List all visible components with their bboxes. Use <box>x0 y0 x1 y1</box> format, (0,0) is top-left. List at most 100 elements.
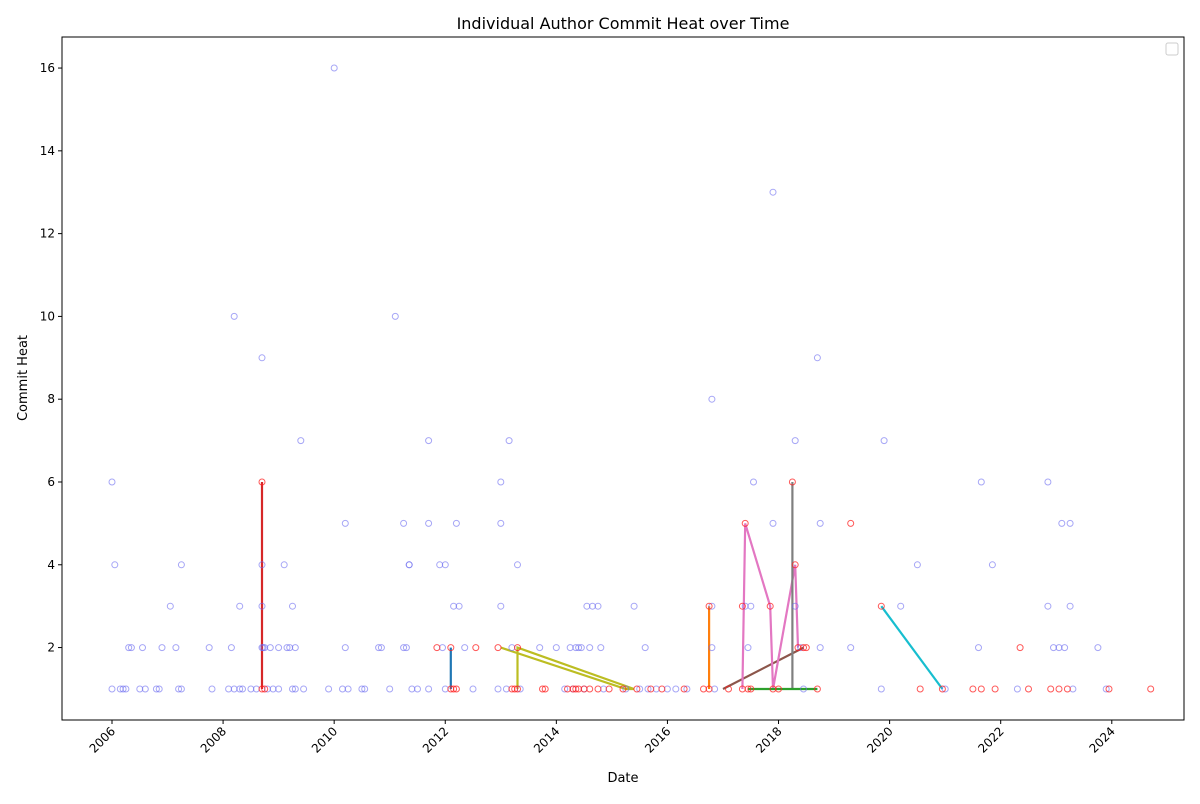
blue-point-122 <box>769 188 777 196</box>
blue-point-114 <box>708 395 716 403</box>
blue-point-48 <box>297 437 305 445</box>
red-point-57 <box>1055 685 1063 693</box>
blue-point-107 <box>636 685 644 693</box>
blue-point-91 <box>552 644 560 652</box>
blue-point-71 <box>425 685 433 693</box>
blue-point-106 <box>630 602 638 610</box>
blue-point-127 <box>800 685 807 693</box>
blue-point-96 <box>575 644 583 652</box>
blue-point-140 <box>1013 685 1021 693</box>
blue-point-151 <box>1102 685 1110 693</box>
blue-point-1 <box>111 561 119 569</box>
red-point-26 <box>647 685 655 693</box>
y-tick-label: 16 <box>40 61 55 75</box>
blue-point-47 <box>291 644 299 652</box>
blue-point-23 <box>230 312 238 320</box>
red-point-32 <box>725 685 732 693</box>
red-point-34 <box>741 519 749 527</box>
blue-point-42 <box>283 644 291 652</box>
red-point-15 <box>541 685 549 693</box>
blue-point-5 <box>122 685 130 693</box>
author-series-line-8 <box>880 605 944 690</box>
blue-point-25 <box>236 685 244 693</box>
blue-point-136 <box>941 685 949 693</box>
red-point-36 <box>744 685 752 693</box>
blue-point-63 <box>400 644 408 652</box>
blue-point-49 <box>300 685 308 693</box>
y-tick-label: 14 <box>40 144 55 158</box>
y-axis-label: Commit Heat <box>16 335 31 421</box>
y-tick-label: 12 <box>40 227 55 241</box>
red-point-27 <box>658 685 666 693</box>
blue-point-108 <box>641 644 649 652</box>
blue-point-31 <box>258 561 266 569</box>
red-point-50 <box>938 685 946 693</box>
blue-point-68 <box>414 685 421 693</box>
red-point-55 <box>1025 685 1032 693</box>
blue-point-64 <box>402 644 410 652</box>
blue-point-105 <box>622 685 630 693</box>
blue-point-0 <box>108 478 116 486</box>
blue-point-121 <box>750 478 757 486</box>
red-point-42 <box>791 561 799 569</box>
blue-point-129 <box>816 519 824 527</box>
blue-point-77 <box>452 519 460 527</box>
blue-point-27 <box>239 685 246 693</box>
blue-point-51 <box>330 64 338 72</box>
blue-point-115 <box>708 602 716 610</box>
blue-point-14 <box>166 602 174 610</box>
red-point-47 <box>847 519 855 527</box>
blue-point-116 <box>708 644 716 652</box>
red-point-51 <box>969 685 977 693</box>
blue-point-139 <box>988 561 996 569</box>
blue-point-19 <box>205 644 213 652</box>
blue-point-4 <box>119 685 127 693</box>
red-point-9 <box>494 644 502 652</box>
red-point-6 <box>450 685 458 693</box>
blue-point-147 <box>1066 602 1074 610</box>
blue-point-2 <box>108 685 116 693</box>
blue-point-123 <box>769 519 777 527</box>
blue-point-66 <box>405 561 413 569</box>
blue-point-13 <box>158 644 166 652</box>
red-point-21 <box>586 685 594 693</box>
red-point-41 <box>788 478 796 486</box>
blue-point-102 <box>594 602 602 610</box>
blue-point-109 <box>644 685 652 693</box>
red-points <box>258 478 1155 693</box>
blue-point-55 <box>344 685 352 693</box>
blue-point-120 <box>747 602 755 610</box>
blue-point-11 <box>152 685 160 693</box>
blue-point-17 <box>177 561 185 569</box>
blue-point-131 <box>847 644 855 652</box>
blue-point-133 <box>880 437 888 445</box>
blue-point-74 <box>441 561 449 569</box>
x-axis-label: Date <box>607 771 638 786</box>
red-point-18 <box>572 685 580 693</box>
blue-point-148 <box>1066 519 1074 527</box>
blue-point-30 <box>258 354 266 362</box>
red-point-8 <box>472 644 480 652</box>
red-point-58 <box>1063 685 1071 693</box>
red-point-54 <box>1016 644 1024 652</box>
blue-point-59 <box>377 644 385 652</box>
blue-point-112 <box>672 685 680 693</box>
blue-point-62 <box>400 519 408 527</box>
blue-point-92 <box>561 685 569 693</box>
blue-point-113 <box>683 685 691 693</box>
blue-point-12 <box>155 685 163 693</box>
blue-point-39 <box>275 685 283 693</box>
red-point-3 <box>433 644 441 652</box>
red-point-56 <box>1047 685 1055 693</box>
red-point-40 <box>775 685 782 693</box>
blue-point-103 <box>597 644 605 652</box>
blue-point-100 <box>586 644 594 652</box>
blue-point-83 <box>497 519 505 527</box>
red-point-44 <box>800 644 807 652</box>
red-point-38 <box>766 602 774 610</box>
y-tick-label: 10 <box>40 309 55 323</box>
blue-point-146 <box>1061 644 1069 652</box>
blue-point-141 <box>1044 478 1052 486</box>
blue-point-132 <box>877 685 885 693</box>
